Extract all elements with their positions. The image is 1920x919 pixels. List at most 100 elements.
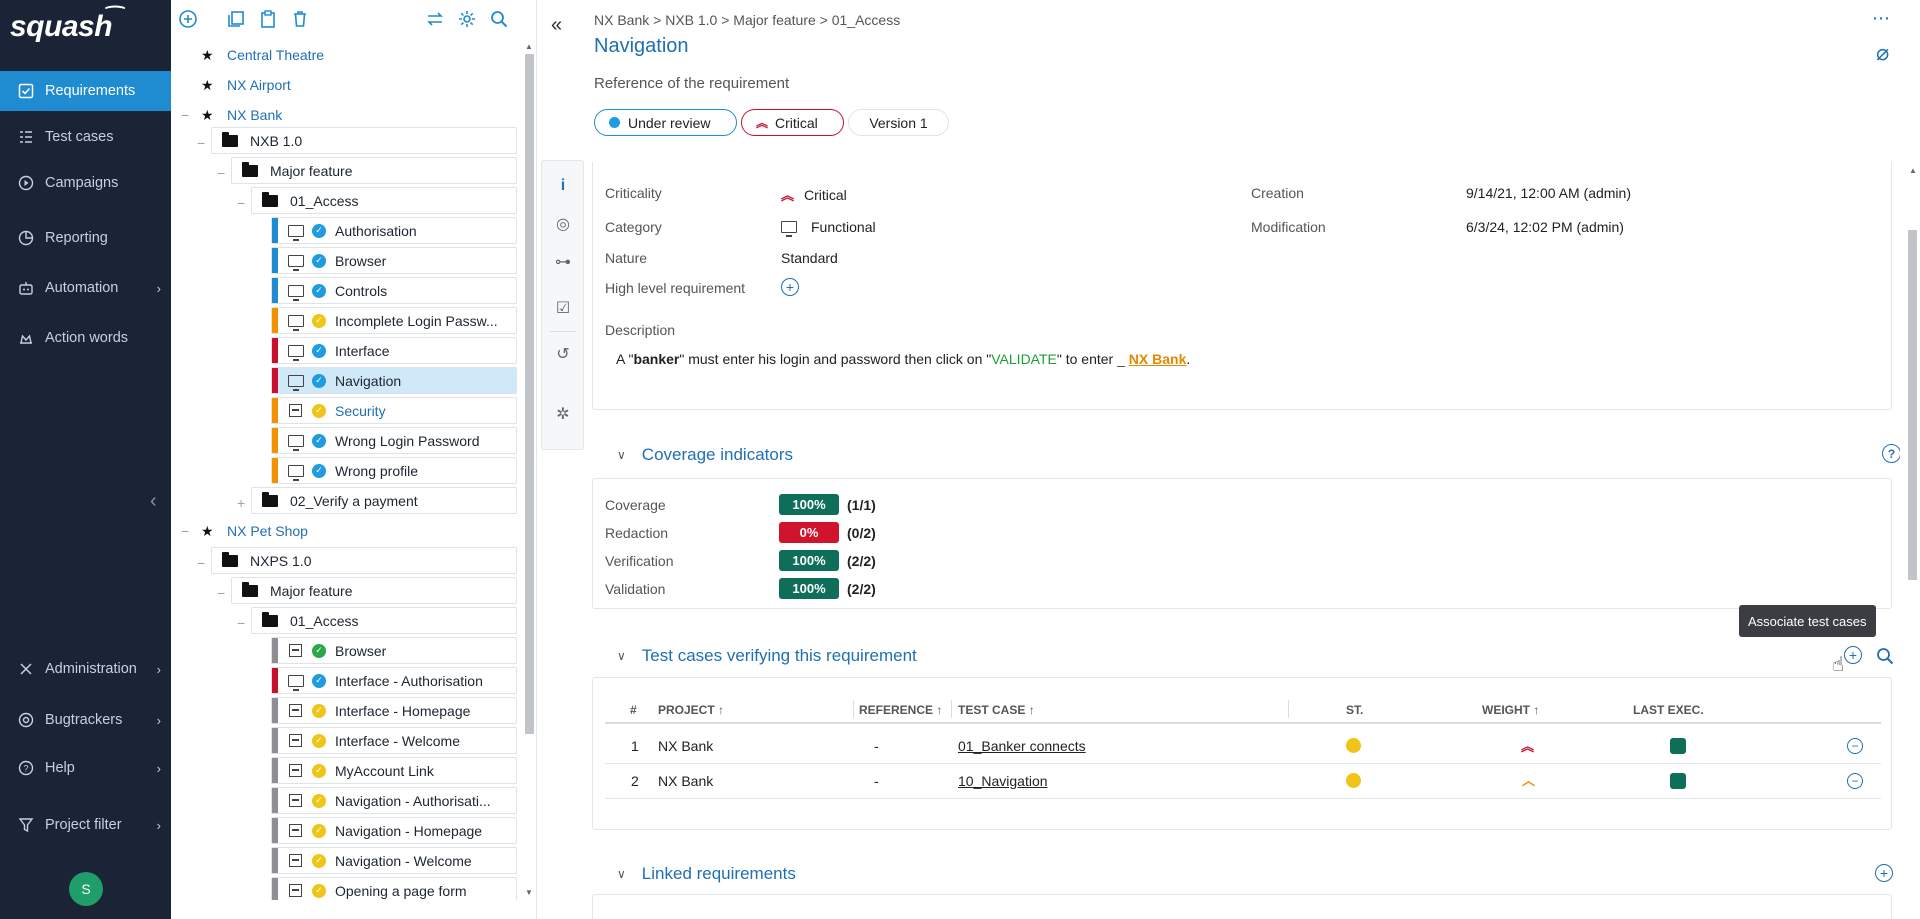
criticality-badge[interactable]: ︽ Critical: [741, 109, 844, 136]
nav-automation[interactable]: Automation ›: [0, 268, 171, 308]
tree-folder-nxb-1-0[interactable]: NXB 1.0: [211, 127, 517, 154]
collapse-toggle-icon[interactable]: −: [197, 135, 206, 151]
tree-req-browser-2[interactable]: ✓ Browser: [271, 637, 517, 664]
unlink-test-case-button[interactable]: −: [1847, 772, 1863, 789]
tree-req-navigation-welcome[interactable]: ✓ Navigation - Welcome: [271, 847, 517, 874]
more-options-icon[interactable]: ⋯: [1872, 8, 1891, 28]
nav-requirements[interactable]: Requirements: [0, 71, 171, 111]
search-icon[interactable]: [489, 9, 509, 29]
delete-icon[interactable]: [290, 9, 310, 29]
add-linked-requirement-button[interactable]: +: [1875, 864, 1893, 882]
tree-project-nx-pet-shop[interactable]: − ★ NX Pet Shop: [181, 518, 308, 544]
nav-reporting[interactable]: Reporting: [0, 218, 171, 258]
unlink-test-case-button[interactable]: −: [1847, 737, 1863, 754]
criticality-field-value[interactable]: ︽ Critical: [781, 185, 847, 204]
tree-req-security[interactable]: ✓ Security: [271, 397, 517, 424]
tree-req-controls[interactable]: ✓ Controls: [271, 277, 517, 304]
tree-folder-01-access[interactable]: 01_Access: [251, 187, 517, 214]
paste-icon[interactable]: [258, 9, 278, 29]
tree-folder-major-feature[interactable]: Major feature: [231, 157, 517, 184]
column-header-test-case[interactable]: TEST CASE ↑: [958, 703, 1035, 717]
tree-req-interface-homepage[interactable]: ✓ Interface - Homepage: [271, 697, 517, 724]
status-badge[interactable]: Under review: [594, 109, 737, 136]
nature-field-value[interactable]: Standard: [781, 250, 838, 266]
tree-req-myaccount-link[interactable]: ✓ MyAccount Link: [271, 757, 517, 784]
associate-test-cases-button[interactable]: +: [1844, 646, 1862, 664]
tree-req-browser[interactable]: ✓ Browser: [271, 247, 517, 274]
main-scrollbar[interactable]: ▲: [1905, 162, 1919, 919]
tree-project-nx-bank[interactable]: − ★ NX Bank: [181, 102, 282, 128]
tree-req-navigation-authorisation[interactable]: ✓ Navigation - Authorisati...: [271, 787, 517, 814]
collapse-toggle-icon[interactable]: −: [181, 523, 190, 539]
row-test-case-link[interactable]: 10_Navigation: [958, 773, 1048, 789]
nav-bugtrackers[interactable]: Bugtrackers ›: [0, 700, 171, 740]
squash-logo[interactable]: squash ⁀: [0, 0, 171, 54]
column-header-reference[interactable]: REFERENCE ↑: [859, 703, 942, 717]
collapse-nav-icon[interactable]: ‹: [150, 490, 157, 512]
add-icon[interactable]: [178, 9, 198, 29]
help-icon[interactable]: ?: [1882, 444, 1900, 463]
tree-folder-major-feature-2[interactable]: Major feature: [231, 577, 517, 604]
column-header-weight[interactable]: WEIGHT ↑: [1482, 703, 1539, 717]
nav-campaigns[interactable]: Campaigns: [0, 163, 171, 203]
reference-field[interactable]: Reference of the requirement: [594, 75, 790, 92]
tree-req-interface-welcome[interactable]: ✓ Interface - Welcome: [271, 727, 517, 754]
tree-scrollbar[interactable]: ▲ ▼: [523, 42, 535, 900]
main-scrollbar-thumb[interactable]: [1908, 230, 1917, 580]
collapse-toggle-icon[interactable]: −: [217, 585, 226, 601]
scroll-down-icon[interactable]: ▼: [525, 888, 533, 897]
tree-folder-01-access-2[interactable]: 01_Access: [251, 607, 517, 634]
tree-req-navigation[interactable]: ✓ Navigation: [271, 367, 517, 394]
tree-req-opening-page-form[interactable]: ✓ Opening a page form: [271, 877, 517, 900]
collapse-toggle-icon[interactable]: −: [181, 107, 190, 123]
expand-toggle-icon[interactable]: +: [237, 495, 246, 511]
user-avatar[interactable]: S: [69, 872, 103, 906]
linked-requirements-section-header[interactable]: ∨ Linked requirements: [617, 864, 796, 884]
tree-project-central-theatre[interactable]: ★ Central Theatre: [201, 42, 324, 68]
tree-req-incomplete-login[interactable]: ✓ Incomplete Login Passw...: [271, 307, 517, 334]
collapse-toggle-icon[interactable]: −: [197, 555, 206, 571]
collapse-toggle-icon[interactable]: −: [217, 165, 226, 181]
tree-folder-nxps-1-0[interactable]: NXPS 1.0: [211, 547, 517, 574]
collapse-toggle-icon[interactable]: −: [237, 615, 246, 631]
scroll-up-icon[interactable]: ▲: [1909, 166, 1917, 175]
attachment-icon[interactable]: ⌀: [1876, 40, 1890, 65]
tree-req-authorisation[interactable]: ✓ Authorisation: [271, 217, 517, 244]
tree-req-navigation-homepage[interactable]: ✓ Navigation - Homepage: [271, 817, 517, 844]
column-header-last-exec[interactable]: LAST EXEC.: [1633, 703, 1704, 717]
verification-tab-icon[interactable]: ☑: [555, 300, 571, 317]
nav-project-filter[interactable]: Project filter ›: [0, 805, 171, 845]
collapse-toggle-icon[interactable]: −: [237, 195, 246, 211]
add-high-level-button[interactable]: +: [781, 278, 799, 296]
bug-tab-icon[interactable]: ✲: [556, 406, 570, 423]
tree-project-nx-airport[interactable]: ★ NX Airport: [201, 72, 291, 98]
transfer-icon[interactable]: [425, 9, 445, 29]
history-tab-icon[interactable]: ↺: [556, 346, 570, 363]
tree-req-interface-authorisation[interactable]: ✓ Interface - Authorisation: [271, 667, 517, 694]
tree-folder-02-verify-payment[interactable]: 02_Verify a payment: [251, 487, 517, 514]
category-field-value[interactable]: Functional: [781, 219, 876, 237]
version-badge[interactable]: Version 1: [848, 109, 949, 136]
collapse-tree-icon[interactable]: «: [551, 14, 563, 36]
testcases-section-header[interactable]: ∨ Test cases verifying this requirement: [617, 646, 917, 666]
nav-test-cases[interactable]: Test cases: [0, 117, 171, 157]
hierarchy-tab-icon[interactable]: ⊶: [555, 254, 571, 271]
gear-icon[interactable]: [457, 9, 477, 29]
search-test-cases-button[interactable]: [1875, 646, 1895, 669]
tree-req-wrong-profile[interactable]: ✓ Wrong profile: [271, 457, 517, 484]
coverage-section-header[interactable]: ∨ Coverage indicators: [617, 445, 793, 465]
tree-req-interface[interactable]: ✓ Interface: [271, 337, 517, 364]
info-tab-icon[interactable]: i: [560, 177, 566, 194]
tree-scrollbar-thumb[interactable]: [525, 54, 534, 734]
nav-administration[interactable]: Administration ›: [0, 649, 171, 689]
column-header-status[interactable]: ST.: [1346, 703, 1364, 717]
scroll-up-icon[interactable]: ▲: [525, 42, 533, 51]
nav-help[interactable]: ? Help ›: [0, 748, 171, 788]
target-tab-icon[interactable]: ◎: [556, 216, 570, 233]
tree-req-wrong-login[interactable]: ✓ Wrong Login Password: [271, 427, 517, 454]
copy-icon[interactable]: [226, 9, 246, 29]
description-field-value[interactable]: A "banker" must enter his login and pass…: [616, 351, 1191, 367]
nav-action-words[interactable]: Action words: [0, 318, 171, 358]
row-test-case-link[interactable]: 01_Banker connects: [958, 738, 1086, 754]
column-header-project[interactable]: PROJECT ↑: [658, 703, 724, 717]
